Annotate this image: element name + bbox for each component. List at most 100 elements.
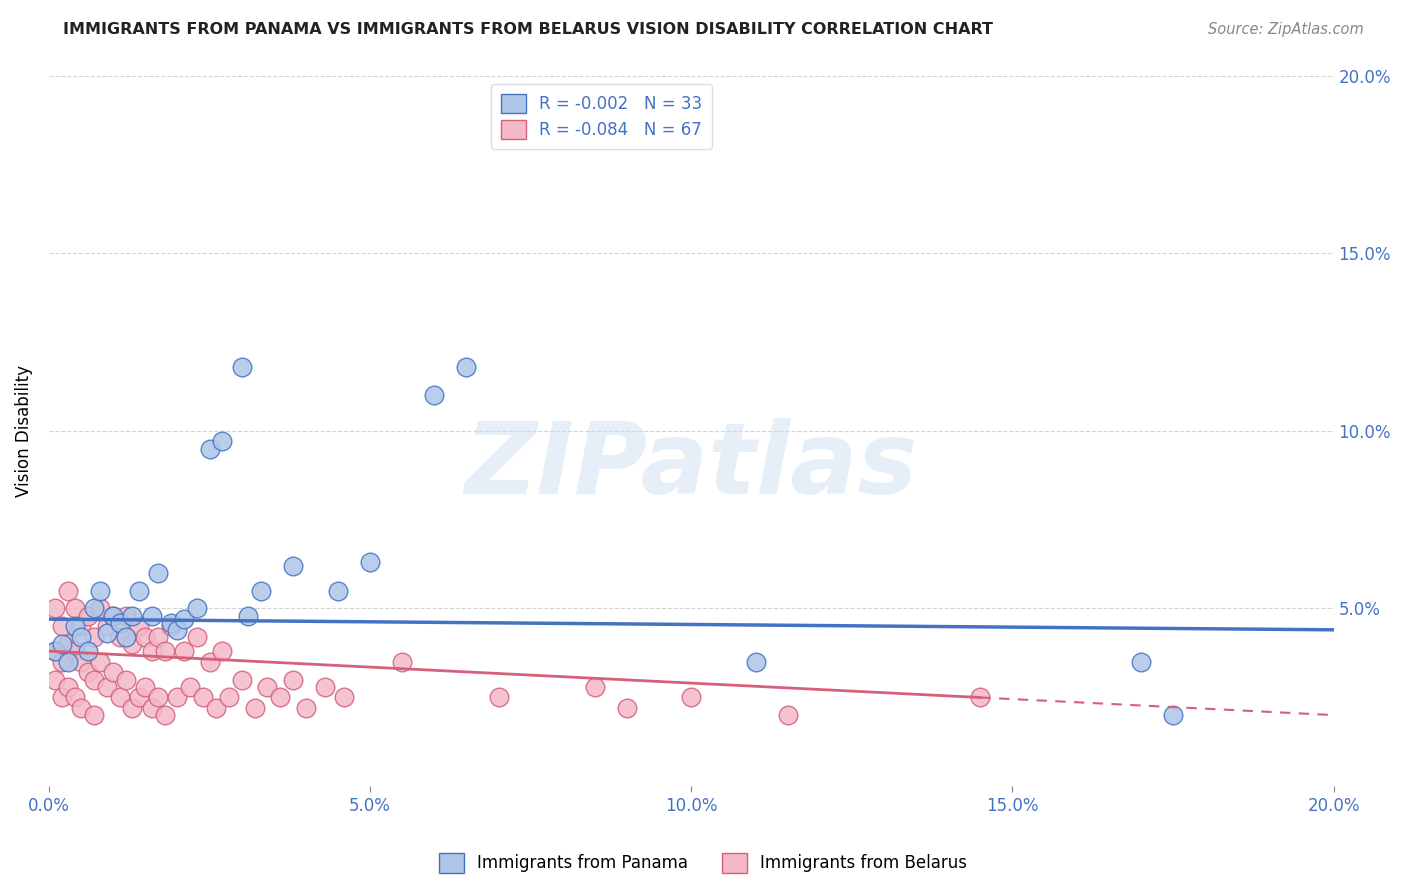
Point: [83, 630, 105, 644]
Point: [51, 619, 73, 633]
Point: [115, 673, 138, 687]
Point: [108, 615, 131, 630]
Point: [121, 701, 143, 715]
Legend: Immigrants from Panama, Immigrants from Belarus: Immigrants from Panama, Immigrants from …: [432, 847, 974, 880]
Point: [58, 680, 80, 694]
Point: [89, 583, 111, 598]
Point: [198, 442, 221, 456]
Legend: R = -0.002   N = 33, R = -0.084   N = 67: R = -0.002 N = 33, R = -0.084 N = 67: [491, 84, 711, 149]
Point: [166, 623, 188, 637]
Point: [70, 701, 93, 715]
Text: IMMIGRANTS FROM PANAMA VS IMMIGRANTS FROM BELARUS VISION DISABILITY CORRELATION : IMMIGRANTS FROM PANAMA VS IMMIGRANTS FRO…: [63, 22, 993, 37]
Point: [681, 690, 703, 705]
Point: [744, 655, 766, 669]
Point: [391, 655, 413, 669]
Point: [583, 680, 606, 694]
Point: [63, 644, 86, 658]
Point: [51, 655, 73, 669]
Point: [128, 619, 150, 633]
Point: [134, 680, 156, 694]
Point: [103, 608, 125, 623]
Point: [63, 619, 86, 633]
Point: [173, 644, 195, 658]
Point: [333, 690, 356, 705]
Point: [295, 701, 318, 715]
Point: [96, 626, 118, 640]
Point: [44, 601, 66, 615]
Point: [70, 630, 93, 644]
Point: [115, 630, 138, 644]
Point: [146, 630, 169, 644]
Point: [616, 701, 638, 715]
Point: [186, 601, 208, 615]
Point: [1129, 655, 1152, 669]
Point: [269, 690, 291, 705]
Point: [160, 615, 183, 630]
Text: ZIPatlas: ZIPatlas: [465, 417, 918, 515]
Point: [44, 644, 66, 658]
Point: [231, 673, 253, 687]
Point: [44, 644, 66, 658]
Point: [70, 655, 93, 669]
Point: [179, 680, 201, 694]
Point: [153, 644, 176, 658]
Point: [44, 673, 66, 687]
Point: [198, 655, 221, 669]
Point: [51, 690, 73, 705]
Point: [76, 608, 98, 623]
Point: [63, 601, 86, 615]
Point: [326, 583, 349, 598]
Point: [146, 566, 169, 580]
Point: [58, 583, 80, 598]
Point: [63, 690, 86, 705]
Point: [146, 690, 169, 705]
Point: [89, 601, 111, 615]
Point: [76, 644, 98, 658]
Point: [141, 644, 163, 658]
Point: [141, 701, 163, 715]
Point: [236, 608, 259, 623]
Point: [173, 612, 195, 626]
Point: [103, 608, 125, 623]
Point: [211, 434, 233, 449]
Point: [83, 708, 105, 723]
Point: [103, 665, 125, 680]
Point: [186, 630, 208, 644]
Point: [141, 608, 163, 623]
Point: [166, 690, 188, 705]
Point: [83, 601, 105, 615]
Text: Source: ZipAtlas.com: Source: ZipAtlas.com: [1208, 22, 1364, 37]
Point: [70, 619, 93, 633]
Point: [423, 388, 446, 402]
Point: [969, 690, 991, 705]
Point: [776, 708, 799, 723]
Point: [76, 665, 98, 680]
Point: [121, 608, 143, 623]
Point: [488, 690, 510, 705]
Point: [281, 558, 304, 573]
Point: [205, 701, 228, 715]
Point: [218, 690, 240, 705]
Point: [281, 673, 304, 687]
Point: [456, 359, 478, 374]
Point: [314, 680, 336, 694]
Point: [128, 690, 150, 705]
Point: [1161, 708, 1184, 723]
Point: [231, 359, 253, 374]
Point: [211, 644, 233, 658]
Point: [256, 680, 278, 694]
Point: [58, 637, 80, 651]
Point: [160, 619, 183, 633]
Point: [250, 583, 273, 598]
Point: [51, 637, 73, 651]
Point: [108, 630, 131, 644]
Point: [96, 680, 118, 694]
Point: [108, 690, 131, 705]
Point: [58, 655, 80, 669]
Point: [153, 708, 176, 723]
Point: [243, 701, 266, 715]
Point: [359, 555, 381, 569]
Point: [96, 619, 118, 633]
Point: [134, 630, 156, 644]
Y-axis label: Vision Disability: Vision Disability: [15, 365, 32, 497]
